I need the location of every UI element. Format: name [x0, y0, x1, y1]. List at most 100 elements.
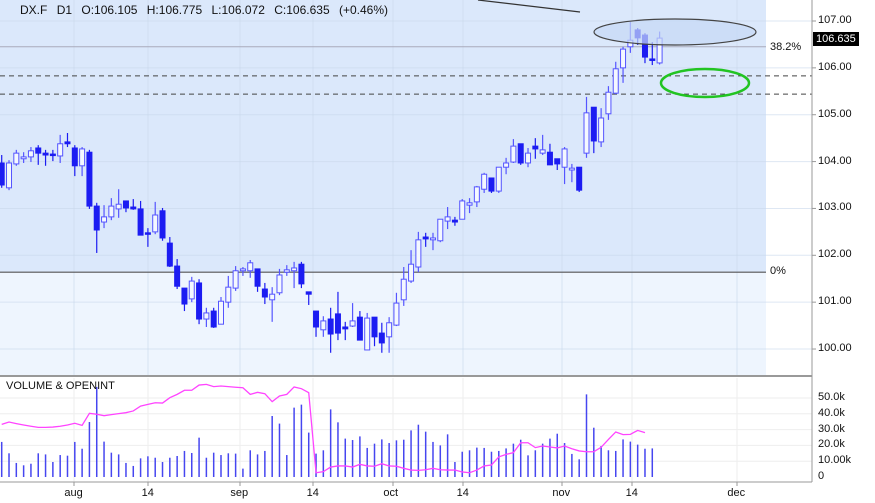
candle-body	[13, 152, 20, 165]
low-value: L:106.072	[211, 3, 265, 17]
price-tick-label: 104.00	[818, 154, 852, 167]
candle	[159, 207, 166, 241]
volume-tick-label: 50.0k	[818, 391, 845, 403]
candle-body	[466, 202, 473, 206]
time-tick-label: dec	[727, 487, 746, 499]
candle	[612, 61, 619, 95]
candle-body	[305, 291, 312, 295]
candle	[568, 163, 575, 183]
candle	[254, 268, 261, 292]
candle-body	[473, 186, 480, 203]
candle	[488, 177, 495, 193]
candle	[649, 42, 656, 66]
price-tick-label: 100.00	[818, 342, 852, 355]
candle-body	[590, 106, 597, 142]
close-value: C:106.635	[274, 3, 330, 17]
candle	[232, 266, 239, 291]
candle	[554, 158, 561, 171]
candle-body	[20, 156, 27, 160]
below-zone	[0, 272, 766, 375]
candle	[122, 200, 129, 213]
candle	[546, 143, 553, 166]
price-tick-label: 102.00	[818, 248, 852, 261]
candle-body	[181, 287, 188, 305]
candle	[152, 201, 159, 235]
candle	[86, 149, 93, 209]
candle-body	[174, 265, 181, 287]
candle	[517, 143, 524, 165]
candle	[408, 250, 415, 283]
candle-body	[152, 214, 159, 233]
candle	[598, 108, 605, 148]
change-value: (+0.46%)	[338, 3, 388, 17]
time-tick-label: nov	[552, 487, 571, 499]
candle	[561, 147, 568, 185]
candle	[247, 259, 254, 278]
candle-body	[510, 145, 517, 163]
candle	[422, 232, 429, 247]
candle	[503, 157, 510, 175]
candle-body	[386, 322, 393, 338]
candle	[79, 147, 86, 177]
candle-body	[86, 151, 93, 207]
candle-body	[239, 268, 246, 272]
candle	[225, 275, 232, 308]
volume-pane-title: VOLUME & OPENINT	[6, 380, 115, 392]
candle-body	[429, 237, 436, 241]
candle	[510, 139, 517, 163]
last-price-tag: 106.635	[813, 32, 859, 46]
price-tick-label: 103.00	[818, 201, 852, 214]
candle-body	[108, 205, 115, 218]
candle-body	[122, 200, 129, 209]
trendline	[477, 0, 581, 13]
candle	[181, 287, 188, 312]
candle-body	[334, 313, 341, 334]
candle	[451, 216, 458, 226]
candle-body	[364, 317, 371, 351]
symbol: DX.F	[20, 3, 48, 17]
candle	[93, 202, 100, 253]
candle-body	[444, 216, 451, 222]
candle	[539, 134, 546, 156]
candle-body	[451, 219, 458, 223]
candle-body	[649, 58, 656, 61]
candle-body	[525, 152, 532, 164]
candle-body	[546, 151, 553, 166]
candle	[532, 138, 539, 159]
fib-zone	[0, 0, 766, 273]
candle-body	[459, 200, 466, 220]
candle	[130, 199, 137, 210]
candle-body	[612, 68, 619, 94]
candle	[269, 287, 276, 322]
candle	[188, 276, 195, 303]
candle	[342, 321, 349, 341]
candle	[203, 307, 210, 327]
candle-body	[159, 210, 166, 239]
candle-body	[481, 173, 488, 190]
time-tick-label: aug	[64, 487, 83, 499]
candle	[364, 312, 371, 351]
open-value: O:106.105	[81, 3, 138, 17]
fib-label-0: 0%	[770, 265, 786, 277]
high-value: H:106.775	[146, 3, 203, 17]
candle	[356, 311, 363, 341]
candle-body	[232, 270, 239, 289]
candle-body	[598, 117, 605, 143]
candle-body	[576, 166, 583, 191]
candle	[276, 268, 283, 296]
volume-tick-label: 20.0k	[818, 438, 845, 451]
candle	[459, 199, 466, 220]
candle-body	[532, 145, 539, 150]
chart-header: DX.F D1 O:106.105 H:106.775 L:106.072 C:…	[20, 3, 394, 17]
candle	[590, 106, 597, 154]
candle-body	[393, 302, 400, 326]
candle	[620, 46, 627, 83]
candle-body	[342, 326, 349, 330]
candle-body	[583, 112, 590, 154]
candle	[334, 291, 341, 341]
candle-body	[218, 300, 224, 325]
candle	[13, 149, 20, 166]
candle	[27, 147, 34, 163]
candle-body	[356, 316, 363, 341]
